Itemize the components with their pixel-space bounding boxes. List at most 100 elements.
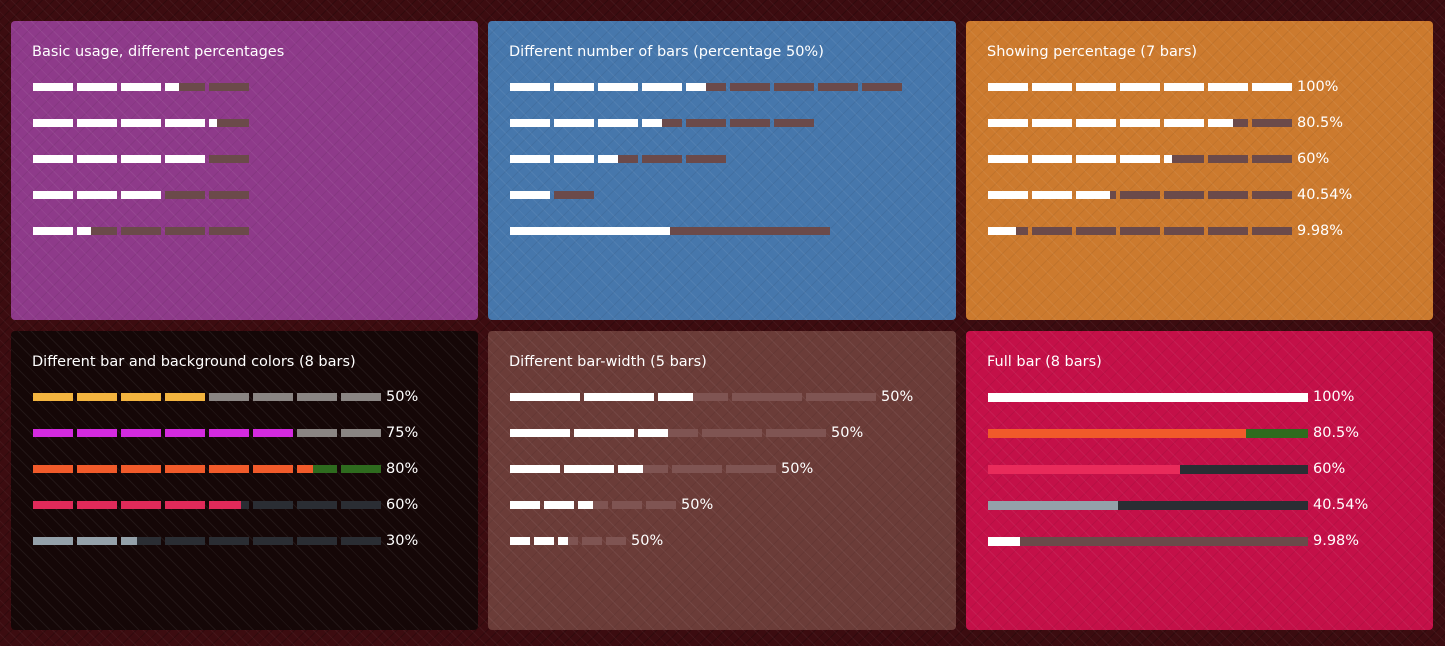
progress-segment xyxy=(1076,119,1116,127)
progress-segment-fill xyxy=(558,537,568,545)
progress-segment xyxy=(165,465,205,473)
progress-segment xyxy=(121,191,161,199)
progress-percentage-label: 9.98% xyxy=(1313,533,1360,549)
progress-bar xyxy=(988,119,1292,127)
progress-segment-fill xyxy=(77,465,117,473)
progress-segment xyxy=(209,429,249,437)
progress-segment-fill xyxy=(510,537,530,545)
progress-bar xyxy=(510,393,876,401)
progress-row: 60% xyxy=(33,487,478,523)
progress-segment-fill xyxy=(1120,155,1160,163)
progress-row: 9.98% xyxy=(988,523,1433,559)
progress-segment-fill xyxy=(1208,119,1234,127)
progress-segment-fill xyxy=(988,155,1028,163)
progress-segment xyxy=(598,155,638,163)
progress-segment-fill xyxy=(33,227,73,235)
progress-bar xyxy=(33,191,249,199)
progress-segment xyxy=(209,501,249,509)
progress-segment xyxy=(121,119,161,127)
progress-segment xyxy=(510,119,550,127)
progress-segment-fill xyxy=(988,428,1246,438)
progress-segment-fill xyxy=(510,429,570,437)
progress-segment xyxy=(165,191,205,199)
progress-segment xyxy=(297,537,337,545)
progress-bar xyxy=(33,119,249,127)
progress-segment-fill xyxy=(1252,83,1292,91)
progress-segment xyxy=(1032,191,1072,199)
progress-segment-fill xyxy=(253,465,293,473)
progress-segment-fill xyxy=(510,83,550,91)
progress-segment xyxy=(121,83,161,91)
progress-segment-fill xyxy=(165,501,205,509)
progress-segment-fill xyxy=(209,429,249,437)
progress-bar xyxy=(33,393,381,401)
progress-segment xyxy=(1120,227,1160,235)
progress-segment xyxy=(1208,83,1248,91)
progress-bar xyxy=(33,155,249,163)
progress-row: 80.5% xyxy=(988,415,1433,451)
progress-segment xyxy=(988,191,1028,199)
progress-row: 80% xyxy=(33,451,478,487)
progress-bar xyxy=(988,191,1292,199)
progress-bar xyxy=(510,429,826,437)
progress-segment xyxy=(121,155,161,163)
progress-segment xyxy=(33,227,73,235)
progress-segment-fill xyxy=(642,119,662,127)
panel-full-bar: Full bar (8 bars) 100% 80.5% 60% 40.54% 9.98… xyxy=(966,331,1433,630)
progress-segment xyxy=(1120,83,1160,91)
progress-segment xyxy=(510,155,550,163)
progress-segment xyxy=(1032,155,1072,163)
progress-segment xyxy=(730,119,770,127)
progress-percentage-label: 80% xyxy=(386,461,419,477)
progress-row: 50% xyxy=(510,487,956,523)
progress-segment-fill xyxy=(618,465,643,473)
progress-segment-fill xyxy=(121,155,161,163)
progress-segment-fill xyxy=(33,119,73,127)
progress-segment xyxy=(209,537,249,545)
progress-segment xyxy=(1164,227,1204,235)
progress-segment-fill xyxy=(1164,119,1204,127)
progress-segment xyxy=(598,119,638,127)
progress-bar xyxy=(988,155,1292,163)
progress-row xyxy=(33,69,478,105)
progress-segment xyxy=(165,155,205,163)
progress-segment xyxy=(77,501,117,509)
progress-row: 100% xyxy=(988,69,1433,105)
panel-title: Full bar (8 bars) xyxy=(987,354,1102,370)
progress-segment xyxy=(1164,155,1204,163)
progress-segment xyxy=(121,465,161,473)
progress-segment-fill xyxy=(988,191,1028,199)
progress-segment xyxy=(554,83,594,91)
progress-segment xyxy=(558,537,578,545)
progress-segment xyxy=(77,83,117,91)
progress-percentage-label: 50% xyxy=(386,389,419,405)
progress-percentage-label: 75% xyxy=(386,425,419,441)
panel-bar-colors: Different bar and background colors (8 b… xyxy=(11,331,478,630)
progress-segment-fill xyxy=(1076,155,1116,163)
progress-segment xyxy=(77,227,117,235)
progress-segment xyxy=(544,501,574,509)
progress-row: 75% xyxy=(33,415,478,451)
progress-segment xyxy=(165,227,205,235)
progress-row: 80.5% xyxy=(988,105,1433,141)
progress-segment xyxy=(726,465,776,473)
panel-bar-width: Different bar-width (5 bars) 50% 50% 50% 50… xyxy=(488,331,956,630)
progress-segment-fill xyxy=(121,191,161,199)
progress-segment-fill xyxy=(209,119,217,127)
progress-percentage-label: 50% xyxy=(631,533,664,549)
progress-row xyxy=(510,105,956,141)
progress-segment xyxy=(774,83,814,91)
progress-segment xyxy=(77,119,117,127)
progress-bar xyxy=(988,500,1308,510)
progress-segment xyxy=(77,465,117,473)
progress-segment xyxy=(988,83,1028,91)
progress-segment-fill xyxy=(77,393,117,401)
progress-segment-fill xyxy=(1032,155,1072,163)
panel-title: Different bar-width (5 bars) xyxy=(509,354,707,370)
progress-segment xyxy=(774,119,814,127)
progress-segment-fill xyxy=(1032,119,1072,127)
progress-segment xyxy=(33,191,73,199)
progress-segment-fill xyxy=(33,501,73,509)
progress-segment-fill xyxy=(1120,83,1160,91)
progress-segment xyxy=(1208,119,1248,127)
